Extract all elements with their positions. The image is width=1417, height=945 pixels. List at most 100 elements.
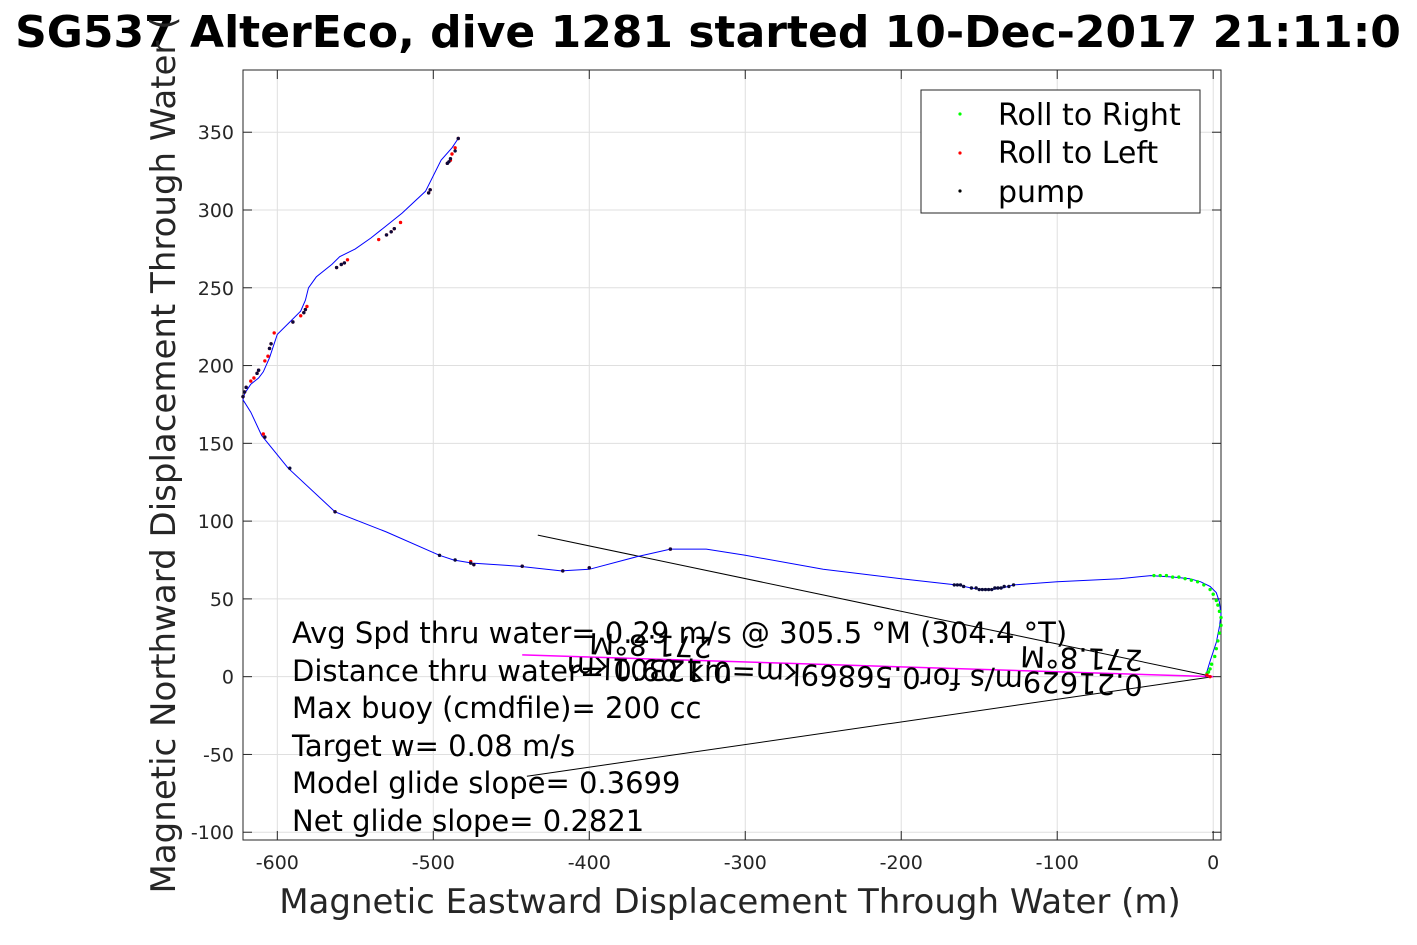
pump-point xyxy=(267,346,272,351)
pump-point xyxy=(456,136,460,141)
roll-left-point xyxy=(305,304,309,309)
chart-title: SG537 AlterEco, dive 1281 started 10-Dec… xyxy=(15,7,1401,58)
pump-point xyxy=(469,561,473,565)
glide-line xyxy=(526,676,1214,777)
roll-left-point xyxy=(453,146,457,150)
roll-right-point xyxy=(1219,615,1223,620)
pump-point xyxy=(561,569,565,573)
legend: Roll to Right Roll to Left pump xyxy=(920,89,1201,214)
roll-right-point xyxy=(1183,576,1187,581)
pump-point xyxy=(1002,584,1006,589)
pump-point xyxy=(996,586,1000,590)
annotation-block: Avg Spd thru water= 0.29 m/s @ 305.5 °M … xyxy=(291,616,1067,838)
roll-right-point xyxy=(1208,587,1212,592)
pump-point xyxy=(448,156,453,161)
annotation-avg-speed: Avg Spd thru water= 0.29 m/s @ 305.5 °M … xyxy=(292,616,1067,650)
annotation-max-buoy: Max buoy (cmdfile)= 200 cc xyxy=(292,691,701,725)
pump-point xyxy=(1011,583,1016,587)
roll-left-point xyxy=(299,314,303,318)
pump-point xyxy=(993,586,997,590)
roll-right-point xyxy=(1213,654,1217,659)
roll-left-point xyxy=(252,376,256,380)
x-tick-label: -300 xyxy=(724,852,767,874)
y-tick-label: 0 xyxy=(222,667,234,689)
glide-line xyxy=(537,534,1214,678)
roll-left-point xyxy=(398,220,403,225)
roll-right-point xyxy=(1214,598,1219,603)
legend-pump-marker xyxy=(958,189,962,193)
roll-left-point xyxy=(266,354,270,358)
marker-series xyxy=(241,136,1223,679)
roll-right-point xyxy=(1217,609,1222,614)
x-tick-label: -600 xyxy=(256,852,299,874)
roll-left-point xyxy=(345,258,350,262)
roll-right-point xyxy=(1164,573,1169,578)
roll-right-point xyxy=(1208,667,1212,671)
legend-box xyxy=(920,89,1201,214)
pump-point xyxy=(974,586,978,590)
y-tick-label: 250 xyxy=(198,278,234,300)
glide-lines xyxy=(526,534,1214,777)
pump-point xyxy=(445,161,450,166)
y-tick-label: 100 xyxy=(198,511,234,533)
roll-left-point xyxy=(263,359,267,363)
pump-point xyxy=(389,230,393,234)
roll-left-point xyxy=(272,331,276,335)
pump-point xyxy=(437,553,442,558)
roll-right-point xyxy=(1189,578,1194,582)
current-heading-label: 271.8°M xyxy=(1020,639,1144,677)
pump-point xyxy=(288,466,292,470)
annotation-model-glide: Model glide slope= 0.3699 xyxy=(292,766,680,800)
pump-point xyxy=(472,562,476,567)
y-tick-label: 50 xyxy=(210,589,234,611)
current-vector-line xyxy=(522,654,1214,678)
y-tick-labels: -100 -50 0 50 100 150 200 250 300 350 xyxy=(191,122,234,844)
axes-frame xyxy=(242,69,1222,841)
pump-point xyxy=(334,265,339,270)
y-axis-label: Magnetic Northward Displacement Through … xyxy=(144,17,184,894)
y-tick-label: 300 xyxy=(198,200,234,222)
pump-point xyxy=(263,435,267,439)
roll-right-point xyxy=(1177,575,1181,579)
roll-right-point xyxy=(1209,662,1214,666)
roll-right-point xyxy=(1217,631,1222,635)
x-axis-label: Magnetic Eastward Displacement Through W… xyxy=(279,882,1181,922)
x-tick-labels: -600 -500 -400 -300 -200 -100 0 xyxy=(256,852,1219,874)
pump-point xyxy=(269,342,273,346)
roll-right-point xyxy=(1214,646,1219,651)
pump-point xyxy=(339,262,343,267)
y-tick-label: 150 xyxy=(198,433,234,455)
y-tick-label: -100 xyxy=(191,822,234,844)
roll-left-point xyxy=(377,237,381,242)
pump-point xyxy=(453,149,457,153)
pump-point xyxy=(999,586,1003,590)
x-tick-label: 0 xyxy=(1207,852,1219,874)
roll-right-point xyxy=(1158,573,1162,578)
pump-point xyxy=(969,586,974,590)
current-heading-label-2: 271.8°M xyxy=(589,626,713,664)
pump-point xyxy=(426,191,431,195)
pump-point xyxy=(242,390,247,394)
pump-point xyxy=(990,587,994,592)
x-tick-label: -100 xyxy=(1036,852,1079,874)
roll-left-point xyxy=(450,152,454,156)
pump-point xyxy=(303,307,308,312)
pump-point xyxy=(291,320,295,324)
annotation-target-w: Target w= 0.08 m/s xyxy=(291,729,575,763)
x-tick-label: -200 xyxy=(880,852,923,874)
y-tick-label: -50 xyxy=(203,744,234,766)
pump-point xyxy=(241,394,245,399)
x-tick-label: -500 xyxy=(412,852,455,874)
track-line xyxy=(242,138,1222,677)
legend-roll-left-label: Roll to Left xyxy=(998,136,1158,171)
pump-point xyxy=(1007,584,1011,589)
annotation-net-glide: Net glide slope= 0.2821 xyxy=(292,804,644,838)
pump-point xyxy=(668,547,673,551)
pump-point xyxy=(977,587,981,592)
pump-point xyxy=(453,558,457,562)
roll-right-point xyxy=(1219,623,1223,628)
track-series xyxy=(242,138,1222,677)
pump-point xyxy=(958,583,963,587)
roll-right-point xyxy=(1216,603,1220,607)
roll-left-point xyxy=(261,432,265,436)
